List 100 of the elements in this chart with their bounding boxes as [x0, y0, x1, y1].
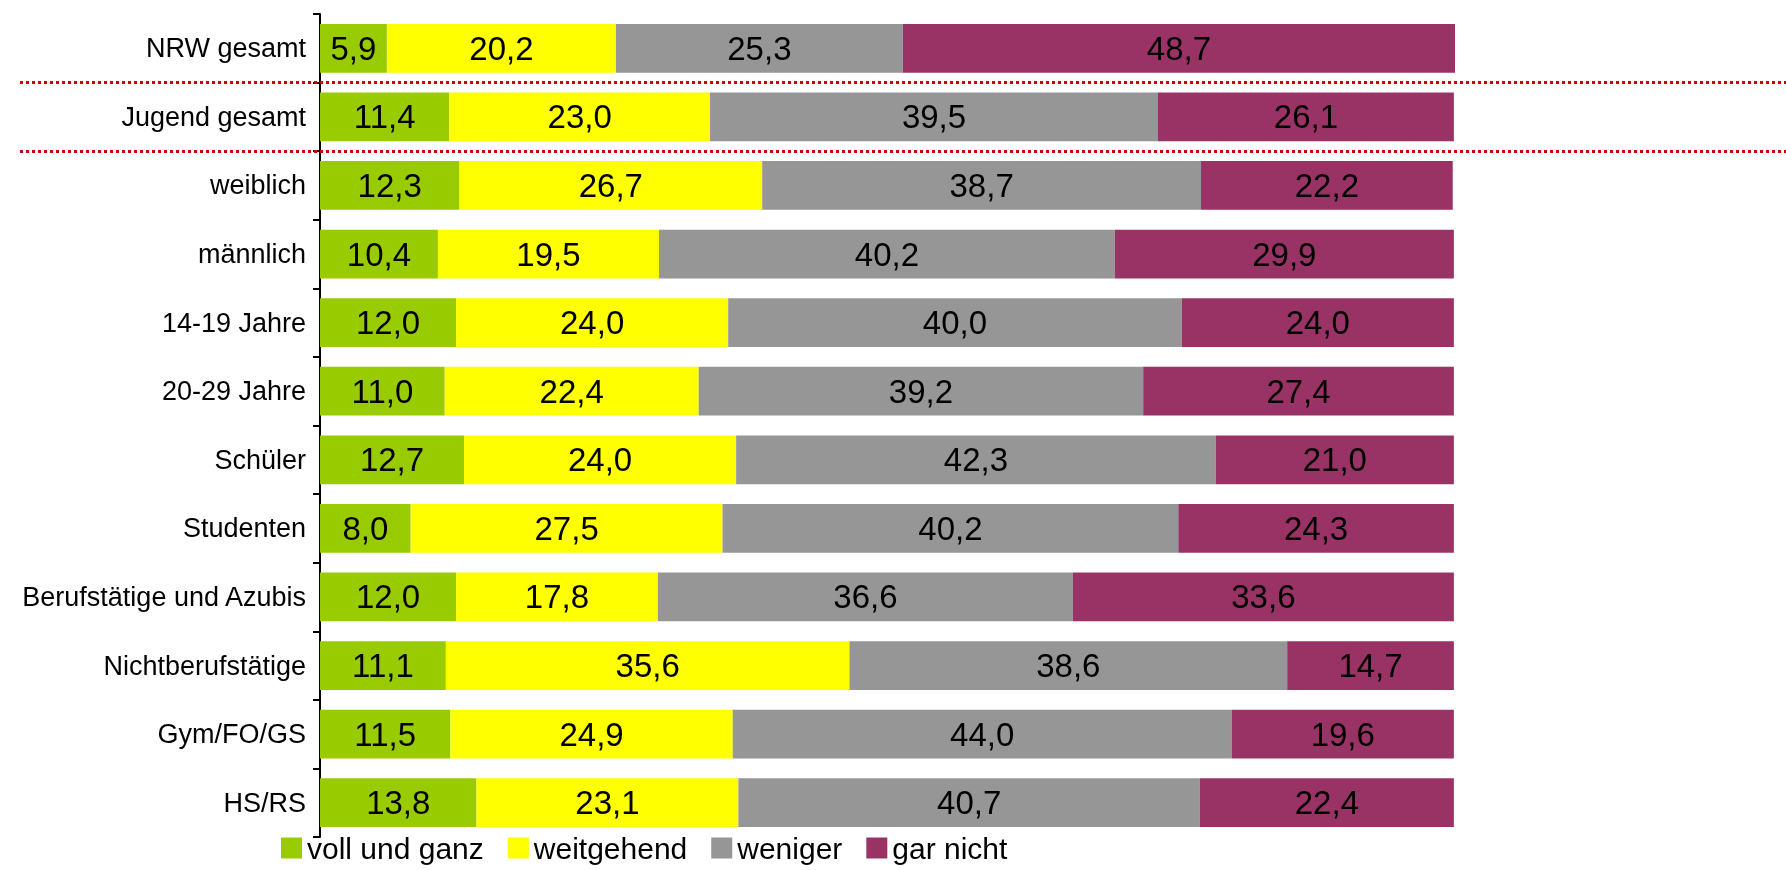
bar — [1231, 709, 1454, 759]
data-label: 36,6 — [833, 578, 898, 616]
y-tick-label: männlich — [197, 239, 306, 270]
bar — [902, 23, 1455, 73]
data-label: 42,3 — [943, 441, 1009, 479]
y-tick-label: Gym/FO/GS — [157, 719, 306, 750]
bar — [762, 161, 1202, 210]
bar — [320, 92, 450, 142]
data-label: 26,1 — [1273, 98, 1339, 136]
data-label: 11,0 — [351, 372, 414, 410]
bar — [1181, 298, 1454, 347]
data-label: 20,2 — [469, 29, 534, 67]
bar — [464, 435, 737, 485]
data-label: 12,7 — [359, 441, 425, 479]
bar — [728, 298, 1182, 347]
bar — [722, 504, 1179, 553]
legend-label: voll und ganz — [307, 831, 484, 865]
bar — [437, 229, 660, 279]
data-label: 12,3 — [357, 166, 422, 204]
legend-label: weniger — [736, 831, 843, 865]
data-label: 19,5 — [516, 235, 581, 273]
data-label: 44,0 — [950, 715, 1015, 753]
data-label: 24,0 — [567, 441, 633, 479]
data-label: 24,0 — [1285, 304, 1350, 342]
bar — [449, 92, 711, 142]
bar — [459, 161, 763, 210]
y-tick-label: weiblich — [208, 170, 306, 201]
data-label: 23,0 — [547, 98, 612, 136]
bar — [710, 92, 1158, 142]
bar — [386, 23, 616, 73]
data-label: 39,5 — [901, 98, 967, 136]
data-label: 38,6 — [1036, 647, 1101, 685]
data-label: 10,4 — [346, 235, 412, 273]
y-tick-label: Schüler — [214, 444, 307, 475]
data-label: 22,4 — [1294, 784, 1359, 822]
bar — [320, 504, 411, 553]
data-label: 27,4 — [1266, 372, 1331, 410]
data-label: 33,6 — [1231, 578, 1296, 616]
bar — [1201, 161, 1453, 210]
data-label: 35,6 — [615, 647, 680, 685]
bar — [320, 435, 464, 485]
bar — [615, 23, 903, 73]
bar — [736, 435, 1216, 485]
legend-label: gar nicht — [892, 831, 1009, 865]
data-label: 14,7 — [1338, 647, 1403, 685]
data-label: 40,0 — [922, 304, 988, 342]
bar — [1143, 366, 1454, 416]
bar — [732, 709, 1232, 759]
bar — [320, 161, 460, 210]
data-label: 17,8 — [524, 578, 590, 616]
bar — [456, 572, 658, 622]
bar — [1215, 435, 1454, 485]
bar — [1114, 229, 1454, 279]
data-label: 11,4 — [353, 98, 416, 136]
data-label: 23,1 — [575, 784, 640, 822]
bar — [849, 641, 1288, 690]
data-label: 25,3 — [727, 29, 792, 67]
data-label: 11,1 — [352, 647, 414, 685]
data-label: 19,6 — [1310, 715, 1375, 753]
bar — [320, 709, 451, 759]
bar — [320, 641, 446, 690]
data-label: 40,2 — [918, 509, 983, 547]
data-label: 22,4 — [539, 372, 604, 410]
bar — [659, 229, 1115, 279]
bar — [450, 709, 733, 759]
data-label: 12,0 — [355, 304, 421, 342]
y-tick-label: Berufstätige und Azubis — [22, 581, 306, 612]
data-label: 22,2 — [1294, 166, 1359, 204]
data-label: 11,5 — [354, 715, 417, 753]
bar — [1157, 92, 1454, 142]
legend-label: weitgehend — [532, 831, 688, 865]
bar — [1199, 778, 1454, 828]
data-label: 40,2 — [854, 235, 920, 273]
y-tick-label: 14-19 Jahre — [161, 307, 306, 338]
data-label: 26,7 — [578, 166, 643, 204]
data-label: 24,9 — [559, 715, 624, 753]
bar — [456, 298, 729, 347]
data-label: 40,7 — [937, 784, 1002, 822]
data-label: 27,5 — [534, 509, 599, 547]
bar — [410, 504, 723, 553]
bar — [320, 572, 457, 622]
data-label: 13,8 — [366, 784, 431, 822]
data-label: 48,7 — [1146, 29, 1212, 67]
y-tick-label: Jugend gesamt — [121, 101, 307, 132]
bar — [444, 366, 699, 416]
bar — [657, 572, 1073, 622]
data-label: 39,2 — [888, 372, 954, 410]
data-label: 12,0 — [355, 578, 421, 616]
data-label: 24,3 — [1283, 509, 1349, 547]
bar — [320, 298, 457, 347]
data-label: 38,7 — [949, 166, 1014, 204]
bar — [1072, 572, 1454, 622]
y-tick-label: NRW gesamt — [145, 33, 307, 64]
y-tick-label: HS/RS — [223, 787, 306, 818]
bar — [445, 641, 850, 690]
bar — [1178, 504, 1454, 553]
bar — [738, 778, 1200, 828]
data-label: 8,0 — [342, 509, 389, 547]
bar — [476, 778, 739, 828]
y-tick-label: 20-29 Jahre — [161, 376, 306, 407]
